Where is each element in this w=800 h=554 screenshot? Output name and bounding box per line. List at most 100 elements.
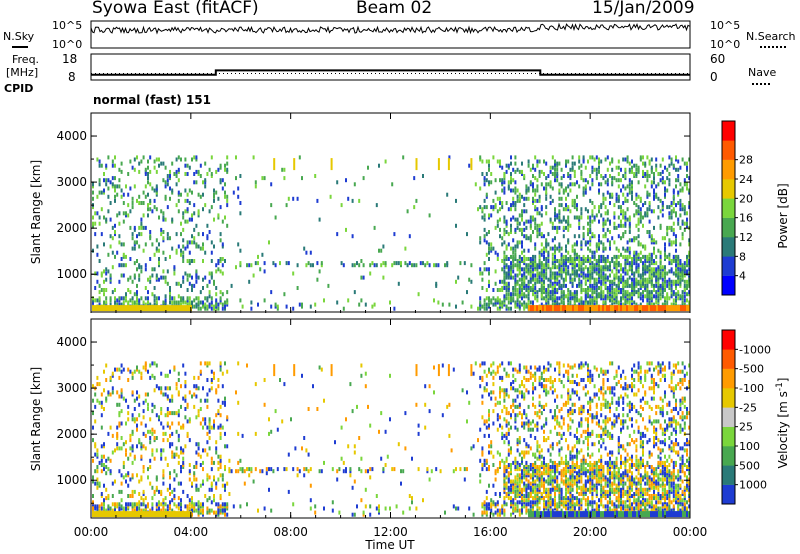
heatmap-cell <box>470 304 473 309</box>
heatmap-cell <box>186 192 189 197</box>
heatmap-cell <box>547 254 550 259</box>
heatmap-cell <box>301 176 303 181</box>
heatmap-cell <box>226 415 229 420</box>
heatmap-cell <box>151 402 154 407</box>
heatmap-cell <box>507 296 510 301</box>
heatmap-cell <box>408 261 411 266</box>
heatmap-cell <box>545 257 548 261</box>
heatmap-cell <box>501 302 504 307</box>
heatmap-cell <box>380 248 383 253</box>
heatmap-cell <box>534 155 537 160</box>
heatmap-cell <box>347 298 350 303</box>
heatmap-cell <box>217 302 220 307</box>
heatmap-cell <box>540 481 543 486</box>
heatmap-cell <box>114 198 116 203</box>
heatmap-cell <box>250 467 253 472</box>
heatmap-cell <box>144 433 147 438</box>
heatmap-cell <box>540 460 543 465</box>
heatmap-cell <box>483 506 486 511</box>
heatmap-cell <box>92 425 94 430</box>
heatmap-cell <box>155 485 158 490</box>
heatmap-cell <box>206 172 209 176</box>
heatmap-cell <box>301 446 303 451</box>
heatmap-cell <box>525 421 528 426</box>
heatmap-cell <box>129 452 132 457</box>
heatmap-cell <box>488 257 490 261</box>
heatmap-cell <box>549 294 552 299</box>
heatmap-cell <box>204 302 207 307</box>
heatmap-cell <box>195 275 198 280</box>
heatmap-cell <box>505 456 508 461</box>
heatmap-cell <box>485 502 488 507</box>
heatmap-cell <box>169 186 171 191</box>
heatmap-cell <box>499 234 501 239</box>
heatmap-cell <box>510 306 512 311</box>
heatmap-cell <box>318 269 321 274</box>
heatmap-cell <box>188 477 191 482</box>
heatmap-cell <box>481 207 484 212</box>
heatmap-cell <box>540 471 543 476</box>
heatmap-cell <box>147 502 149 507</box>
heatmap-cell <box>202 425 204 430</box>
heatmap-cell <box>175 169 178 174</box>
heatmap-cell <box>140 221 143 226</box>
heatmap-cell <box>551 257 554 261</box>
heatmap-cell <box>521 273 523 278</box>
heatmap-cell <box>162 236 165 241</box>
heatmap-cell <box>538 473 541 478</box>
heatmap-cell <box>184 444 187 449</box>
heatmap-cell <box>527 390 530 395</box>
heatmap-cell <box>283 467 286 472</box>
heatmap-cell <box>532 217 534 222</box>
heatmap-cell <box>494 250 497 255</box>
heatmap-cell <box>186 244 189 249</box>
heatmap-cell <box>532 277 534 282</box>
heatmap-cell <box>226 198 229 203</box>
heatmap-cell <box>230 283 233 288</box>
heatmap-cell <box>534 207 537 212</box>
heatmap-cell <box>92 411 94 416</box>
heatmap-cell <box>94 469 97 474</box>
heatmap-cell <box>503 269 506 274</box>
heatmap-cell <box>505 223 508 228</box>
heatmap-cell <box>514 506 517 511</box>
heatmap-cell <box>219 465 222 469</box>
nsky-trace <box>90 22 690 35</box>
heatmap-cell <box>514 465 517 469</box>
heatmap-cell <box>118 263 121 268</box>
heatmap-cell <box>217 502 220 507</box>
heatmap-cell <box>516 481 519 486</box>
heatmap-cell <box>514 244 517 249</box>
heatmap-cell <box>287 452 290 457</box>
heatmap-cell <box>505 411 508 416</box>
heatmap-cell <box>503 433 506 438</box>
heatmap-cell <box>543 186 545 191</box>
heatmap-cell <box>501 409 504 414</box>
heatmap-cell <box>162 431 165 436</box>
heatmap-cell <box>518 254 521 259</box>
heatmap-cell <box>116 250 119 255</box>
heatmap-cell <box>494 300 497 305</box>
heatmap-cell <box>153 429 156 434</box>
heatmap-cell <box>169 294 171 299</box>
heatmap-cell <box>298 155 301 160</box>
heatmap-cell <box>226 298 229 303</box>
heatmap-cell <box>131 460 134 465</box>
heatmap-cell <box>131 502 134 507</box>
heatmap-cell <box>149 279 152 284</box>
heatmap-cell <box>92 221 94 226</box>
heatmap-cell <box>485 159 488 164</box>
heatmap-cell <box>162 448 165 453</box>
heatmap-cell <box>505 246 508 251</box>
heatmap-cell <box>147 467 149 472</box>
heatmap-cell <box>164 294 167 299</box>
heatmap-cell <box>499 196 501 201</box>
heatmap-cell <box>492 302 495 307</box>
heatmap-cell <box>103 292 105 297</box>
heatmap-cell <box>186 300 189 305</box>
heatmap-cell <box>131 413 134 418</box>
noise-ytick-top-right: 10^5 <box>710 19 740 32</box>
heatmap-cell <box>118 506 121 511</box>
heatmap-cell <box>94 232 97 237</box>
heatmap-cell <box>369 423 372 428</box>
